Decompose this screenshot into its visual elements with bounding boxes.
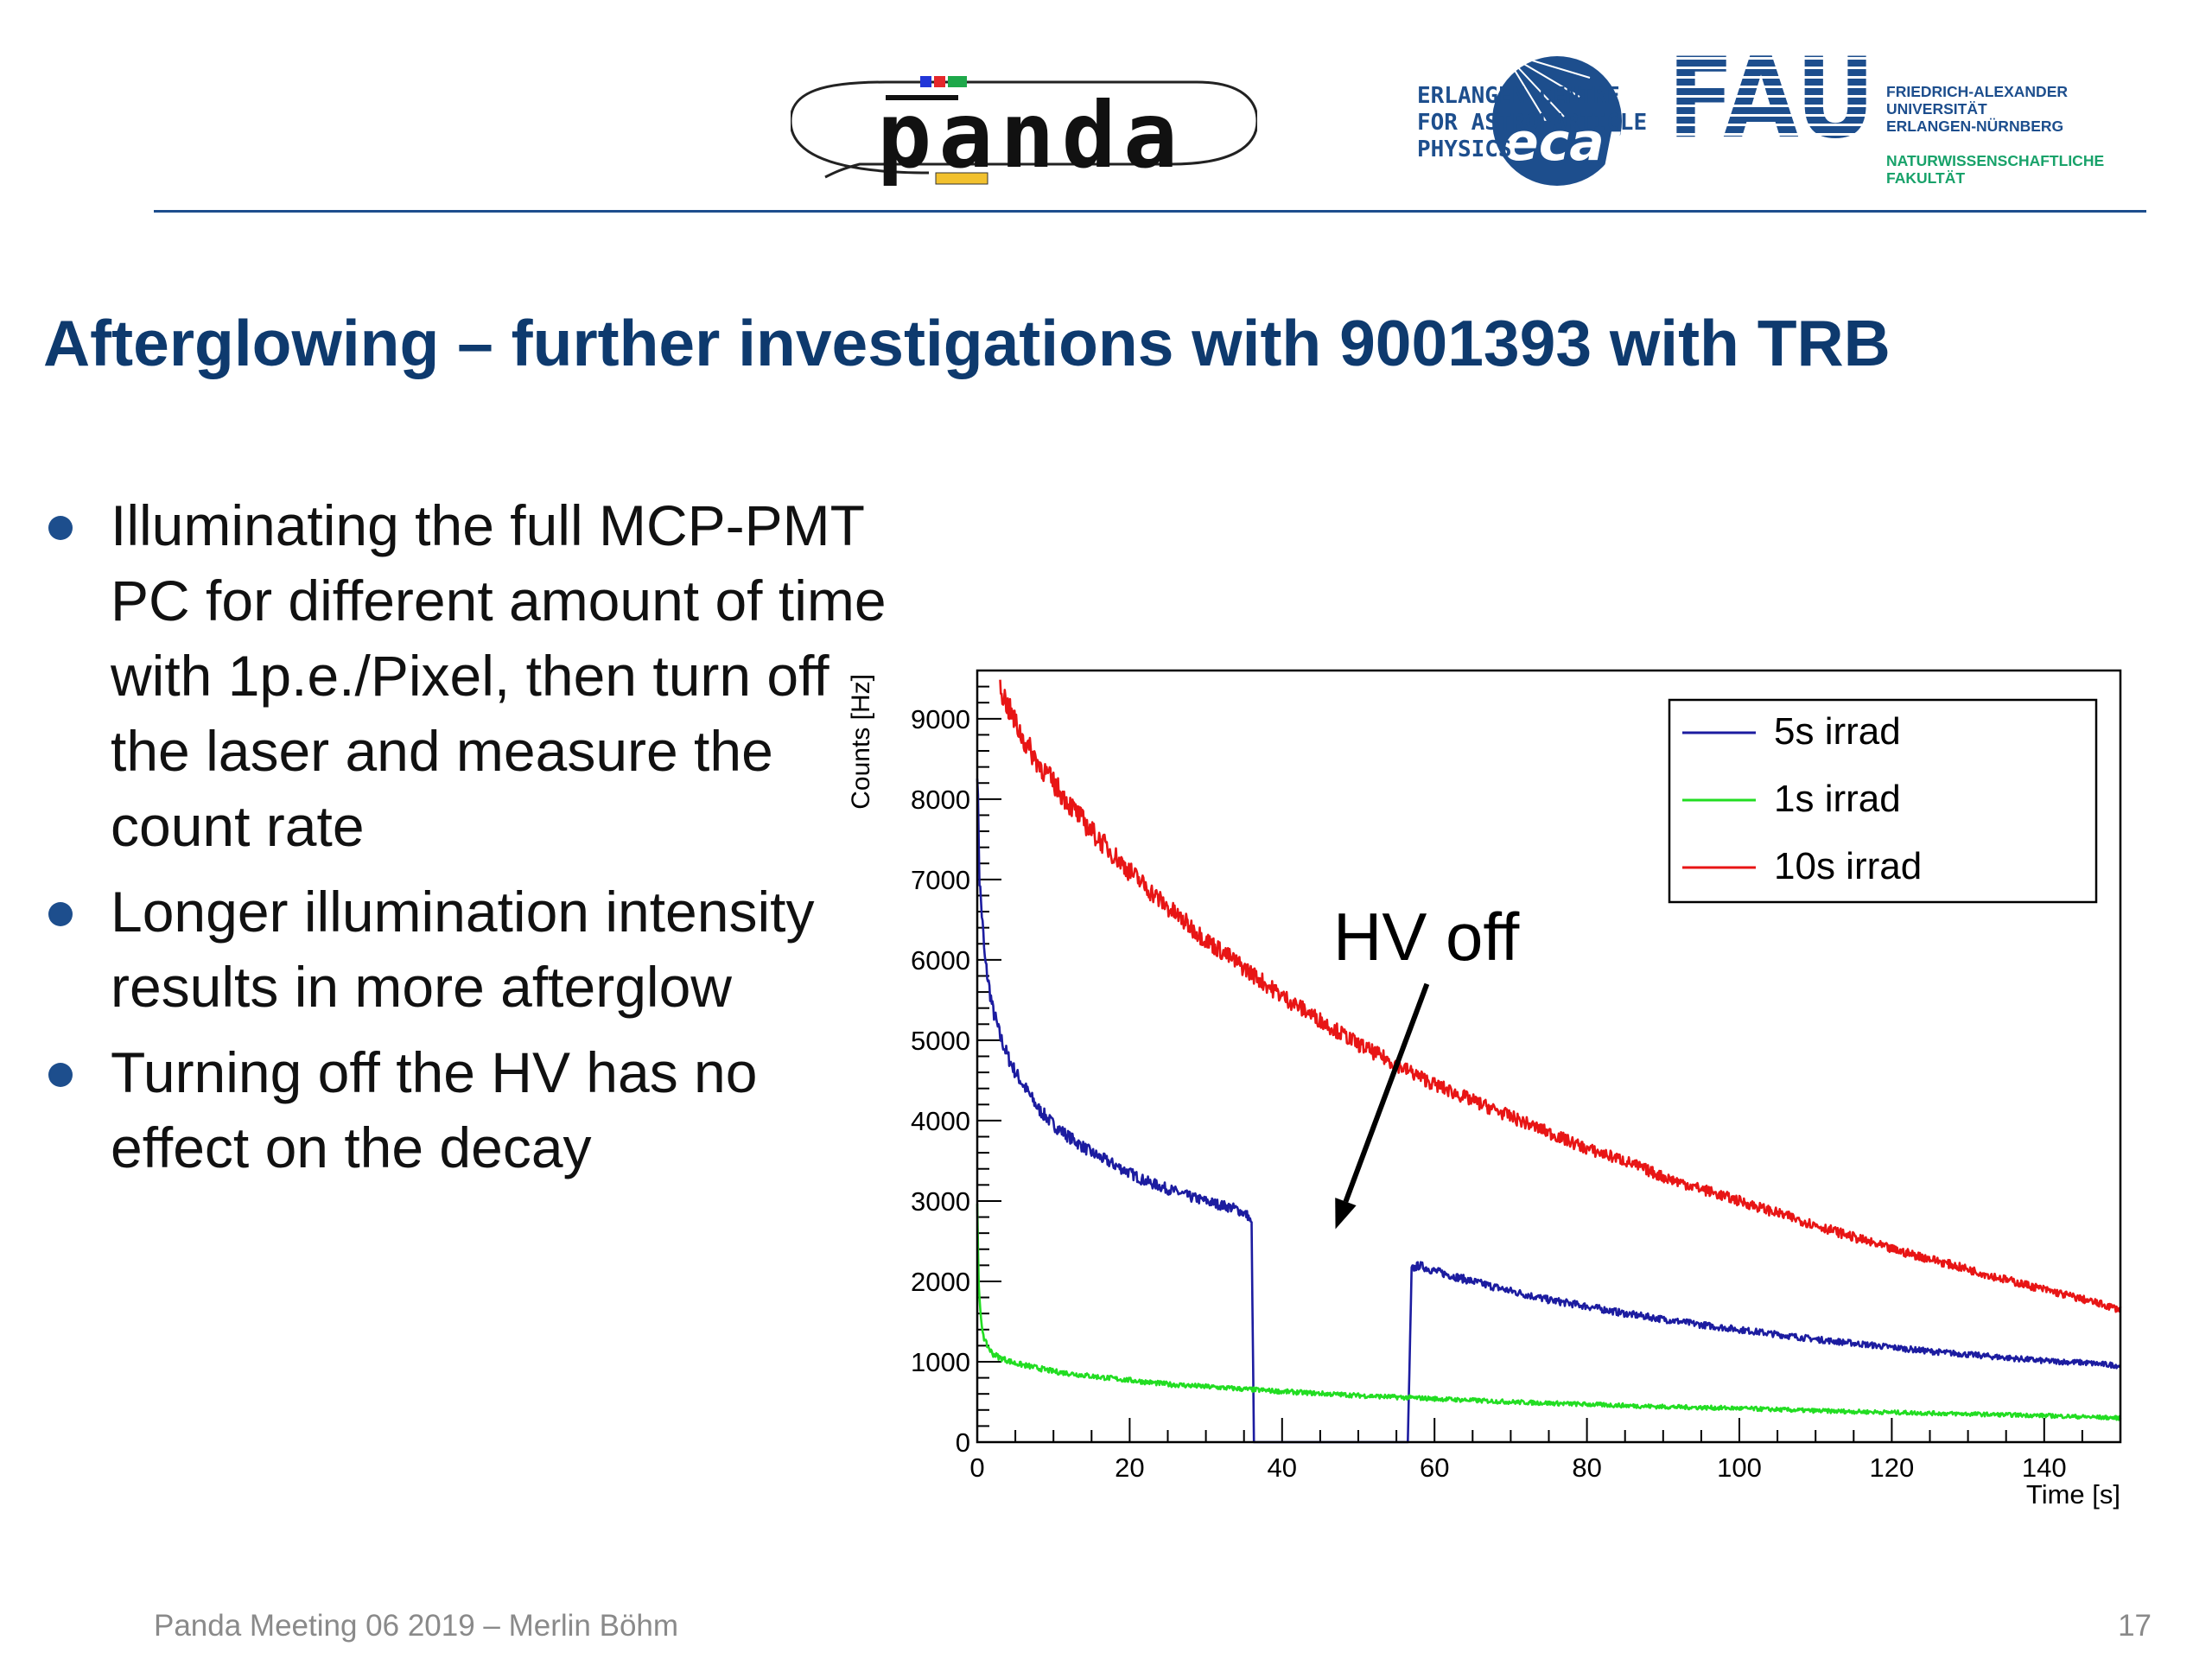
ecap-name-line: FOR ASTROPARTICLE <box>1417 110 1648 136</box>
bullet-dot-icon <box>48 902 73 926</box>
x-axis-label: Time [s] <box>2026 1479 2120 1510</box>
bullet-item: Turning off the HV has no effect on the … <box>43 1035 907 1185</box>
series-line <box>999 679 2122 1313</box>
ecap-name-line: PHYSICS <box>1417 137 1512 162</box>
fau-logo: FAU <box>1668 50 1875 163</box>
bullet-text: Longer illumination intensity results in… <box>111 880 815 1019</box>
fau-faculty: NATURWISSENSCHAFTLICHE FAKULTÄT <box>1886 152 2180 187</box>
header-divider <box>154 210 2146 213</box>
ecap-name-line: ERLANGEN CENTRE <box>1417 83 1620 109</box>
fau-logo-text: FAU <box>1668 50 1875 163</box>
y-tick-label: 8000 <box>911 785 970 815</box>
panda-logo-text: panda <box>877 83 1185 188</box>
y-tick-label: 6000 <box>911 945 970 976</box>
fau-name-line: FRIEDRICH-ALEXANDER <box>1886 83 2068 100</box>
bullet-item: Longer illumination intensity results in… <box>43 874 907 1025</box>
panda-logo-bar <box>886 95 958 100</box>
bullet-item: Illuminating the full MCP-PMT PC for dif… <box>43 488 907 864</box>
bullet-text: Turning off the HV has no effect on the … <box>111 1040 758 1179</box>
series-line <box>976 779 2122 1444</box>
x-tick-label: 80 <box>1572 1452 1601 1483</box>
ecap-name: ERLANGEN CENTRE FOR ASTROPARTICLE PHYSIC… <box>1417 83 1668 163</box>
hv-off-arrow <box>1343 982 1430 1203</box>
y-tick-label: 1000 <box>911 1347 970 1377</box>
y-axis-label: Counts [Hz] <box>847 674 875 810</box>
afterglow-chart: 0 20 40 60 80 100 120 140 0 1000 2000 3000 4000 5000 6… <box>847 669 2122 1510</box>
bullet-list: Illuminating the full MCP-PMT PC for dif… <box>43 488 907 1196</box>
panda-logo-blue-block <box>920 76 931 87</box>
fau-faculty-line: FAKULTÄT <box>1886 169 1966 187</box>
panda-logo-yellow-block <box>935 172 988 185</box>
panda-logo: panda <box>791 76 1257 188</box>
x-tick-label: 20 <box>1115 1452 1144 1483</box>
bullet-dot-icon <box>48 1063 73 1087</box>
ecap-logo: ecap <box>1492 52 1642 186</box>
ecap-logo-text: ecap <box>1503 112 1642 173</box>
y-tick-label: 2000 <box>911 1267 970 1297</box>
y-tick-label: 4000 <box>911 1106 970 1136</box>
legend: 5s irrad 1s irrad 10s irrad <box>1668 698 2098 904</box>
hv-off-arrow-head <box>1335 1198 1357 1230</box>
fau-faculty-line: NATURWISSENSCHAFTLICHE <box>1886 152 2105 169</box>
legend-label: 10s irrad <box>1774 845 1922 887</box>
legend-label: 1s irrad <box>1774 778 1901 820</box>
legend-label: 5s irrad <box>1774 710 1901 753</box>
fau-name-line: UNIVERSITÄT <box>1886 100 1987 118</box>
bullet-text: Illuminating the full MCP-PMT PC for dif… <box>111 493 887 858</box>
bullet-dot-icon <box>48 516 73 540</box>
x-tick-label: 100 <box>1717 1452 1762 1483</box>
y-tick-label: 0 <box>956 1427 970 1458</box>
x-tick-label: 40 <box>1268 1452 1297 1483</box>
y-tick-label: 7000 <box>911 865 970 895</box>
x-tick-label: 0 <box>969 1452 984 1483</box>
panda-logo-red-block <box>934 76 945 87</box>
plot-frame <box>976 669 2122 1444</box>
y-tick-label: 3000 <box>911 1186 970 1217</box>
fau-name: FRIEDRICH-ALEXANDER UNIVERSITÄT ERLANGEN… <box>1886 83 2180 135</box>
panda-logo-green-block <box>948 76 967 87</box>
x-tick-label: 60 <box>1420 1452 1449 1483</box>
fau-name-line: ERLANGEN-NÜRNBERG <box>1886 118 2064 135</box>
page-number: 17 <box>2118 1609 2152 1643</box>
y-tick-label: 9000 <box>911 704 970 734</box>
series-line <box>976 1204 2122 1421</box>
footer-text: Panda Meeting 06 2019 – Merlin Böhm <box>154 1609 679 1643</box>
slide-title: Afterglowing – further investigations wi… <box>43 307 1891 379</box>
x-tick-label: 140 <box>2022 1452 2067 1483</box>
ecap-globe <box>1492 56 1622 186</box>
x-tick-label: 120 <box>1870 1452 1915 1483</box>
y-tick-label: 5000 <box>911 1026 970 1056</box>
hv-off-annotation: HV off <box>1333 899 1520 975</box>
